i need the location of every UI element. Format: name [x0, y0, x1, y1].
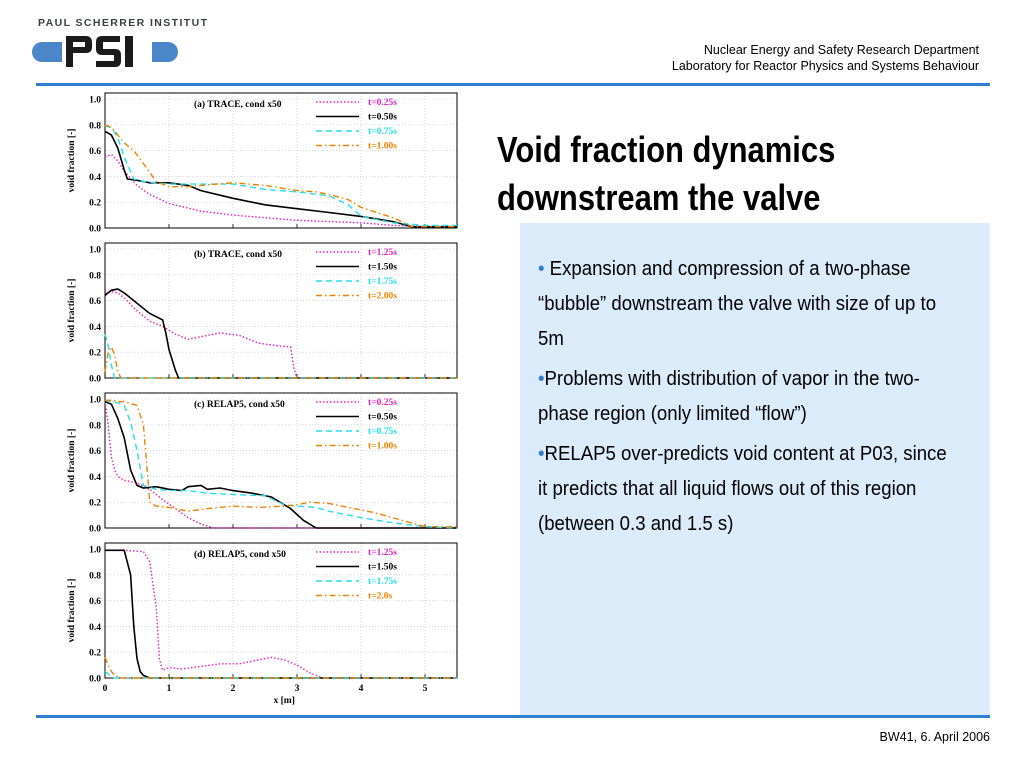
series-line: [105, 399, 457, 528]
bullet-panel: [520, 223, 990, 715]
top-divider: [36, 83, 990, 86]
y-tick-label: 0.2: [89, 649, 101, 659]
bullet-marker: •: [538, 443, 545, 465]
y-tick-label: 0.8: [89, 271, 101, 281]
series-line: [104, 125, 457, 227]
y-tick-label: 0.8: [89, 121, 101, 131]
y-tick-label: 0.0: [89, 375, 101, 385]
y-tick-label: 0.4: [89, 473, 101, 483]
legend-label: t=0.50s: [368, 413, 397, 423]
x-tick-label: 5: [423, 684, 428, 694]
y-tick-label: 0.4: [89, 323, 101, 333]
y-tick-label: 0.6: [89, 447, 101, 457]
series-line: [104, 400, 457, 529]
series-line: [104, 345, 457, 379]
series-line: [104, 399, 458, 529]
series-line: [104, 290, 457, 379]
y-tick-label: 0.8: [89, 571, 101, 581]
series-line: [104, 670, 457, 679]
chart-title: (a) TRACE, cond x50: [194, 99, 282, 110]
department-line-1: Nuclear Energy and Safety Research Depar…: [703, 43, 979, 57]
y-tick-label: 1.0: [89, 246, 101, 256]
bullet-marker: •: [538, 258, 550, 280]
y-tick-label: 1.0: [89, 96, 101, 106]
y-axis-label: void fraction [-]: [67, 429, 77, 493]
plot-frame: [104, 542, 458, 679]
plot-frame: [104, 92, 458, 229]
legend-label: t=1.25s: [368, 548, 397, 558]
slide-title: Void fraction dynamics downstream the va…: [497, 126, 927, 222]
legend-label: t=0.25s: [368, 98, 397, 108]
y-tick-label: 0.2: [89, 199, 101, 209]
y-tick-label: 0.0: [89, 225, 101, 235]
void-fraction-charts: 0.0 0.2 0.4 0.6 0.8 1.0 (a) TRACE, cond x50 t=0…: [54, 88, 464, 719]
y-tick-label: 0.6: [89, 297, 101, 307]
chart-title: (b) TRACE, cond x50: [194, 249, 282, 260]
y-tick-label: 0.6: [89, 147, 101, 157]
x-tick-label: 4: [359, 684, 364, 694]
bullet-text: RELAP5 over-predicts void content at P03…: [538, 443, 947, 535]
department-line-2: Laboratory for Reactor Physics and Syste…: [671, 59, 979, 73]
series-line: [105, 549, 457, 679]
legend-label: t=1.00s: [368, 442, 397, 452]
plot-frame: [104, 392, 458, 529]
series-line: [104, 153, 457, 228]
bullet-list: • Expansion and compression of a two-pha…: [538, 252, 947, 547]
series-line: [105, 549, 457, 679]
bullet-text: Problems with distribution of vapor in t…: [538, 368, 920, 425]
legend-label: t=1.75s: [368, 277, 397, 287]
legend-label: t=2.0s: [368, 592, 392, 602]
y-axis-label: void fraction [-]: [67, 279, 77, 343]
y-tick-label: 0.2: [89, 349, 101, 359]
bullet-item: •RELAP5 over-predicts void content at P0…: [538, 437, 947, 542]
slide-title-line-2: downstream the valve: [497, 177, 821, 218]
void-fraction-chart-svg: 0.0 0.2 0.4 0.6 0.8 1.0 (a) TRACE, cond x50 t=0…: [67, 92, 458, 706]
x-tick-label: 3: [295, 684, 300, 694]
legend-label: t=1.00s: [368, 142, 397, 152]
plot-frame: [104, 242, 458, 379]
y-tick-label: 0.0: [89, 525, 101, 535]
footer-text: BW41, 6. April 2006: [879, 730, 990, 744]
psi-logo-icon: [62, 31, 152, 71]
slide-title-line-1: Void fraction dynamics: [497, 129, 836, 170]
chart-title: (c) RELAP5, cond x50: [194, 399, 285, 410]
legend-label: t=0.50s: [368, 113, 397, 123]
series-line: [104, 124, 457, 228]
x-tick-label: 0: [103, 684, 108, 694]
bottom-divider: [36, 715, 990, 718]
legend-label: t=1.50s: [368, 563, 397, 573]
y-tick-label: 1.0: [89, 396, 101, 406]
department-header: Nuclear Energy and Safety Research Depar…: [672, 42, 979, 74]
series-line: [104, 288, 457, 379]
legend-label: t=0.25s: [368, 398, 397, 408]
y-tick-label: 0.4: [89, 623, 101, 633]
bullet-text: Expansion and compression of a two-phase…: [538, 258, 937, 350]
legend-label: t=0.75s: [368, 427, 397, 437]
legend-label: t=2.00s: [368, 292, 397, 302]
y-tick-label: 0.0: [89, 675, 101, 685]
chart-title: (d) RELAP5, cond x50: [194, 549, 286, 560]
x-axis-label: x [m]: [274, 696, 295, 706]
bullet-marker: •: [538, 368, 545, 390]
x-tick-label: 1: [167, 684, 172, 694]
x-tick-label: 2: [231, 684, 236, 694]
series-line: [104, 401, 457, 529]
y-tick-label: 1.0: [89, 546, 101, 556]
y-tick-label: 0.2: [89, 499, 101, 509]
series-line: [104, 333, 457, 379]
legend-label: t=1.25s: [368, 248, 397, 258]
legend-label: t=0.75s: [368, 127, 397, 137]
series-line: [104, 657, 457, 679]
y-tick-label: 0.8: [89, 421, 101, 431]
legend-label: t=1.75s: [368, 577, 397, 587]
y-tick-label: 0.6: [89, 597, 101, 607]
bullet-item: •Problems with distribution of vapor in …: [538, 362, 947, 432]
y-axis-label: void fraction [-]: [67, 579, 77, 643]
logo-text: PAUL SCHERRER INSTITUT: [38, 17, 209, 29]
y-axis-label: void fraction [-]: [67, 129, 77, 193]
bullet-item: • Expansion and compression of a two-pha…: [538, 252, 947, 357]
series-line: [104, 130, 457, 228]
legend-label: t=1.50s: [368, 263, 397, 273]
y-tick-label: 0.4: [89, 173, 101, 183]
